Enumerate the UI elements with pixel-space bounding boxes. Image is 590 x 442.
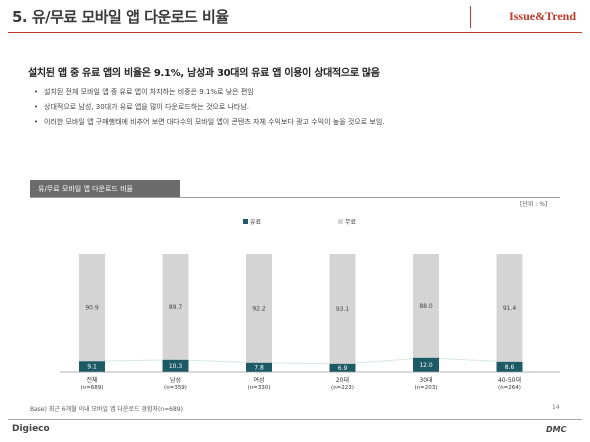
bullet-text: 이러한 모바일 앱 구매행태에 비추어 보면 대다수의 모바일 앱이 콘텐츠 자…	[44, 118, 385, 126]
category-label: 전체	[86, 376, 97, 384]
chart-title-rule	[30, 197, 560, 198]
header: 5. 유/무료 모바일 앱 다운로드 비율 Issue&Trend	[0, 0, 590, 34]
bullet-text: 상대적으로 남성, 30대가 유료 앱을 많이 다운로드하는 것으로 나타남.	[44, 103, 250, 111]
page-number: 14	[552, 404, 560, 411]
bar-paid	[162, 359, 189, 372]
bullet-list: • 설치된 전체 모바일 앱 중 유료 앱이 차지하는 비중은 9.1%로 낮은 …	[34, 86, 385, 131]
footer-logo-right: DMC	[546, 425, 567, 434]
brand-label: Issue&Trend	[509, 9, 576, 23]
data-label-paid: 9.1	[87, 364, 97, 371]
data-label-free: 90.9	[85, 305, 99, 312]
bar-free	[496, 254, 523, 362]
category-sublabel: (n=264)	[498, 385, 521, 391]
category-sublabel: (n=223)	[331, 385, 354, 391]
bar-paid	[496, 361, 523, 372]
bullet-text: 설치된 전체 모바일 앱 중 유료 앱이 차지하는 비중은 9.1%로 낮은 편…	[44, 88, 254, 96]
chart-title-box: 유/무료 모바일 앱 다운로드 비율	[30, 180, 180, 197]
data-label-paid: 8.6	[505, 364, 515, 371]
category-label: 남성	[170, 376, 181, 384]
data-label-paid: 6.9	[338, 365, 348, 372]
data-label-free: 91.4	[503, 305, 517, 312]
category-sublabel: (n=689)	[81, 385, 104, 391]
footer-logo-left: Digieco	[12, 424, 50, 434]
legend-swatch-paid	[243, 219, 248, 224]
bar-free	[413, 254, 439, 358]
bar-free	[329, 254, 356, 364]
footer-divider	[8, 419, 582, 420]
bullet-dot-icon: •	[34, 88, 39, 96]
headline: 설치된 앱 중 유료 앱의 비율은 9.1%, 남성과 30대의 유료 앱 이용…	[28, 68, 380, 79]
chart-title: 유/무료 모바일 앱 다운로드 비율	[38, 185, 133, 193]
data-label-free: 93.1	[336, 306, 350, 313]
legend-label-paid: 유료	[250, 219, 262, 226]
data-label-free: 89.7	[169, 304, 183, 311]
bullet-dot-icon: •	[34, 103, 39, 111]
bar-paid	[79, 361, 105, 372]
category-label: 20대	[336, 376, 349, 384]
data-label-paid: 7.8	[254, 364, 264, 371]
category-sublabel: (n=359)	[164, 385, 187, 391]
bar-paid	[413, 357, 439, 372]
base-note: Base) 최근 6개월 이내 모바일 앱 다운로드 경험자(n=689)	[30, 406, 183, 413]
category-label: 30대	[419, 376, 432, 384]
legend-label-free: 무료	[345, 219, 357, 226]
category-label: 40-50대	[498, 376, 521, 384]
data-label-free: 88.0	[419, 303, 433, 310]
category-sublabel: (n=203)	[415, 385, 438, 391]
bullet-item: • 설치된 전체 모바일 앱 중 유료 앱이 차지하는 비중은 9.1%로 낮은 …	[34, 86, 385, 101]
unit-label: [단위 : %]	[520, 201, 548, 208]
paid-connector-line	[91, 357, 510, 365]
data-label-free: 92.2	[252, 305, 266, 312]
bar-paid	[246, 362, 272, 372]
data-label-paid: 12.0	[419, 362, 433, 369]
bar-free	[162, 254, 189, 360]
data-label-paid: 10.3	[169, 363, 183, 370]
bar-free	[246, 254, 272, 363]
bullet-dot-icon: •	[34, 118, 39, 126]
bullet-item: • 이러한 모바일 앱 구매행태에 비추어 보면 대다수의 모바일 앱이 콘텐츠 …	[34, 116, 385, 131]
category-sublabel: (n=330)	[248, 385, 271, 391]
page-title: 5. 유/무료 모바일 앱 다운로드 비율	[12, 8, 229, 26]
header-divider	[8, 32, 582, 33]
bar-paid	[329, 363, 356, 372]
brand-divider	[470, 6, 471, 28]
bar-free	[79, 254, 105, 362]
category-label: 여성	[253, 376, 264, 384]
legend-swatch-free	[338, 219, 343, 224]
bullet-item: • 상대적으로 남성, 30대가 유료 앱을 많이 다운로드하는 것으로 나타남.	[34, 101, 385, 116]
